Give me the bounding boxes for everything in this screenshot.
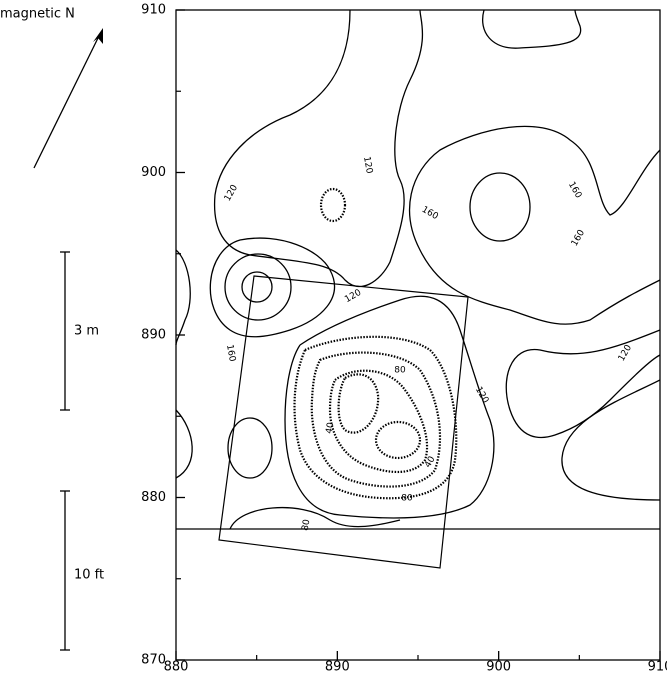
- contour: [241, 271, 273, 303]
- contour: [505, 329, 661, 439]
- contours: [175, 9, 661, 530]
- y-tick-label: 880: [141, 490, 166, 505]
- contour: [408, 125, 661, 325]
- y-tick-label: 890: [141, 328, 166, 343]
- contour-label: 40: [325, 421, 337, 434]
- x-tick-label: 910: [648, 660, 667, 675]
- scale-label-m: 3 m: [74, 324, 99, 339]
- contour: [469, 172, 531, 242]
- scale-label-ft: 10 ft: [74, 568, 104, 583]
- contour-label: 120: [473, 385, 490, 405]
- contour-label: 160: [570, 228, 587, 248]
- contour: [284, 295, 495, 519]
- contour-label: 80: [394, 366, 406, 376]
- compass: [33, 28, 103, 169]
- contour-label: 80: [301, 518, 313, 531]
- contour: [482, 9, 582, 49]
- y-tick-label: 900: [141, 165, 166, 180]
- north-label: magnetic N: [0, 7, 75, 22]
- contour: [227, 417, 273, 479]
- contour: [293, 335, 458, 500]
- contour-label: 160: [566, 180, 583, 200]
- contour: [224, 253, 292, 321]
- scale-bar-m: [60, 251, 70, 411]
- contour: [175, 249, 191, 346]
- plot-frame: [175, 9, 661, 661]
- contour-label: 120: [343, 288, 363, 305]
- x-tick-label: 890: [325, 660, 350, 675]
- contour-label: 120: [617, 343, 634, 363]
- x-tick-label: 880: [164, 660, 189, 675]
- contour-label: 160: [420, 205, 440, 222]
- contour-label: 160: [224, 344, 237, 363]
- contour: [310, 351, 442, 488]
- contour: [175, 409, 193, 479]
- contour: [213, 9, 424, 288]
- contour: [337, 373, 380, 434]
- y-tick-label: 870: [141, 653, 166, 668]
- contour: [319, 187, 347, 223]
- x-tick-label: 900: [486, 660, 511, 675]
- scale-bar-ft: [60, 490, 70, 651]
- excavation-outline: [176, 275, 660, 569]
- y-tick-label: 910: [141, 3, 166, 18]
- contour-label: 120: [361, 156, 374, 175]
- contour-label: 120: [223, 183, 240, 203]
- contour: [374, 420, 422, 460]
- contour: [561, 379, 661, 501]
- contour-label: 80: [401, 494, 413, 504]
- contour: [328, 369, 429, 474]
- contour: [209, 237, 336, 338]
- contour: [229, 506, 401, 530]
